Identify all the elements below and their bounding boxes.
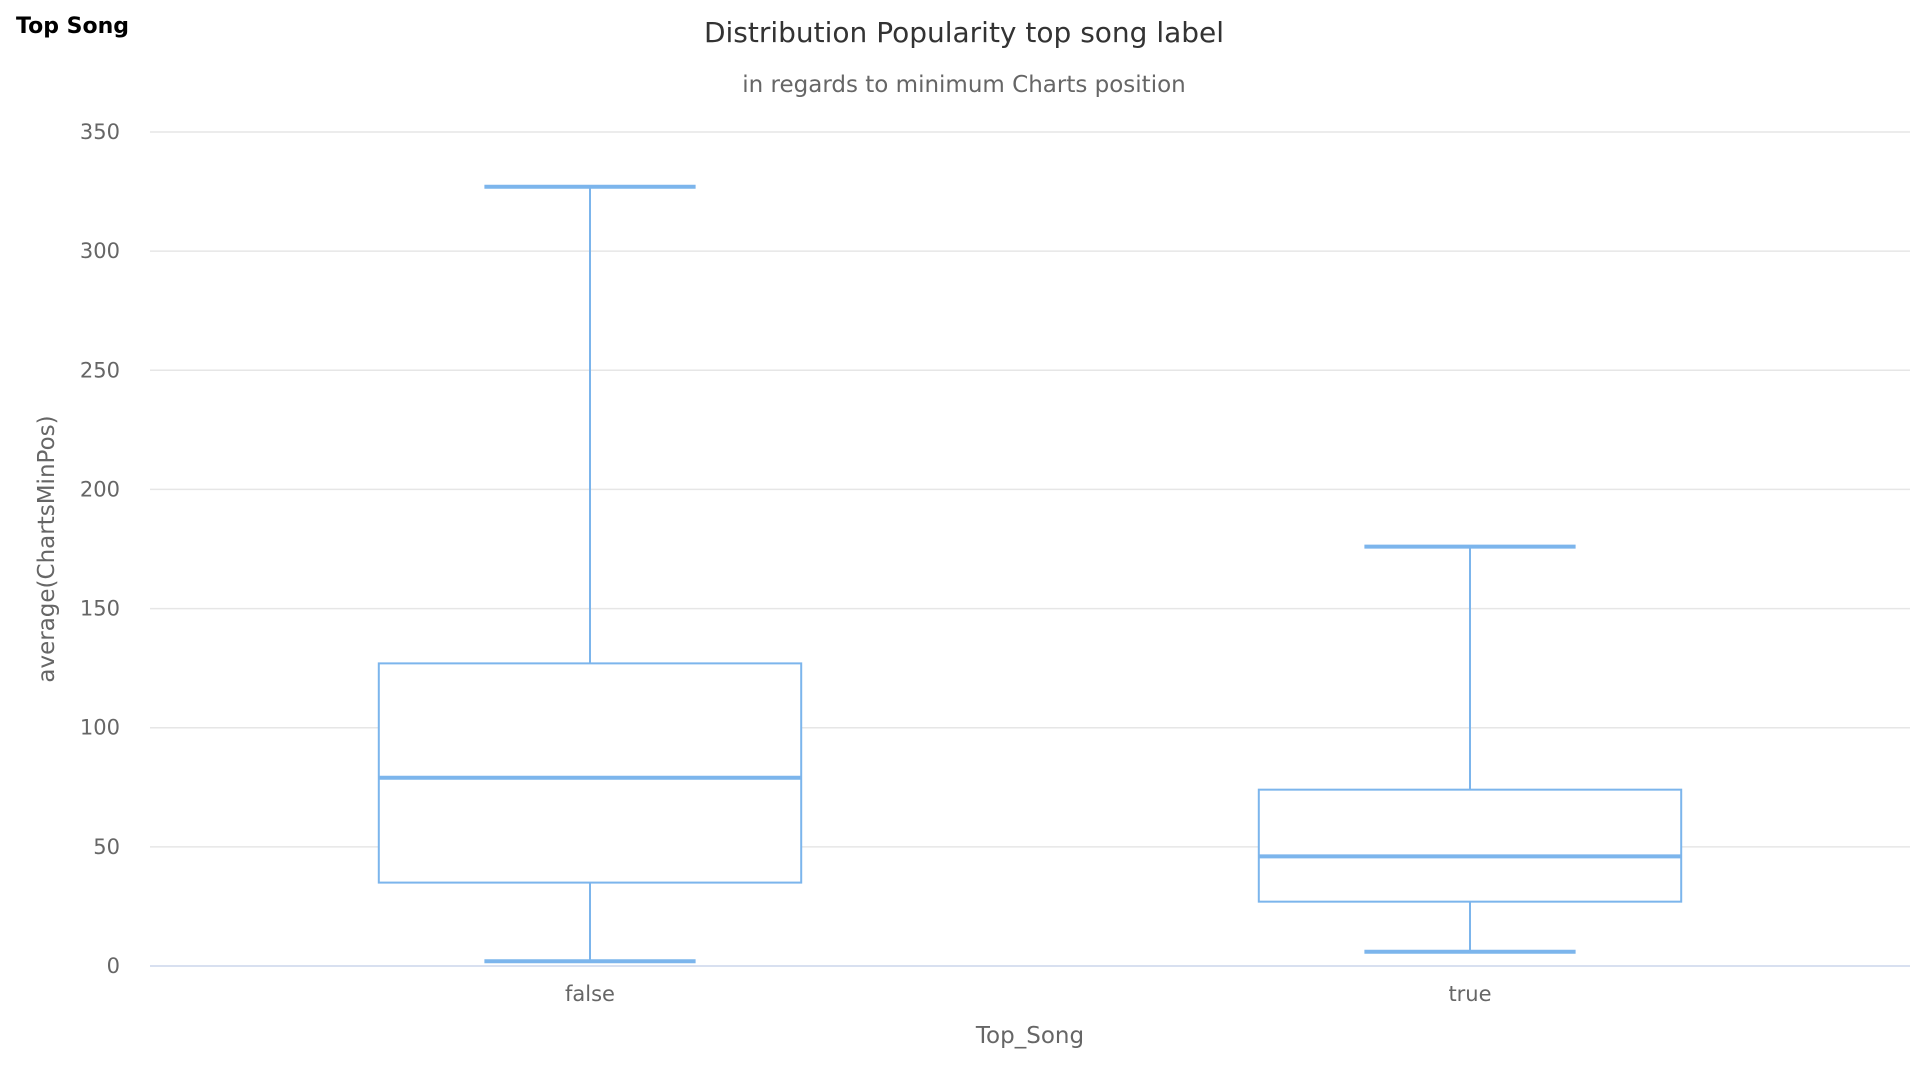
iqr-box xyxy=(1257,788,1683,903)
box-false xyxy=(377,184,803,964)
chart-title: Distribution Popularity top song label xyxy=(704,16,1224,49)
y-tick-label: 150 xyxy=(80,597,120,621)
y-tick-label: 250 xyxy=(80,358,120,382)
y-tick-label: 50 xyxy=(93,835,120,859)
y-axis-label: average(ChartsMinPos) xyxy=(34,415,60,682)
x-tick-label: true xyxy=(1448,982,1491,1006)
y-tick-label: 100 xyxy=(80,716,120,740)
x-axis-ticks: false true xyxy=(565,982,1492,1006)
x-axis-label: Top_Song xyxy=(975,1023,1084,1049)
y-tick-label: 300 xyxy=(80,239,120,263)
y-tick-label: 350 xyxy=(80,120,120,144)
y-tick-label: 200 xyxy=(80,477,120,501)
panel-title: Top Song xyxy=(16,14,129,39)
boxes xyxy=(377,184,1683,964)
iqr-box xyxy=(377,662,803,884)
y-axis-ticks: 0 50 100 150 200 250 300 350 xyxy=(80,120,120,978)
x-tick-label: false xyxy=(565,982,615,1006)
box-true xyxy=(1257,544,1683,954)
y-tick-label: 0 xyxy=(107,954,120,978)
chart-subtitle: in regards to minimum Charts position xyxy=(742,72,1185,98)
